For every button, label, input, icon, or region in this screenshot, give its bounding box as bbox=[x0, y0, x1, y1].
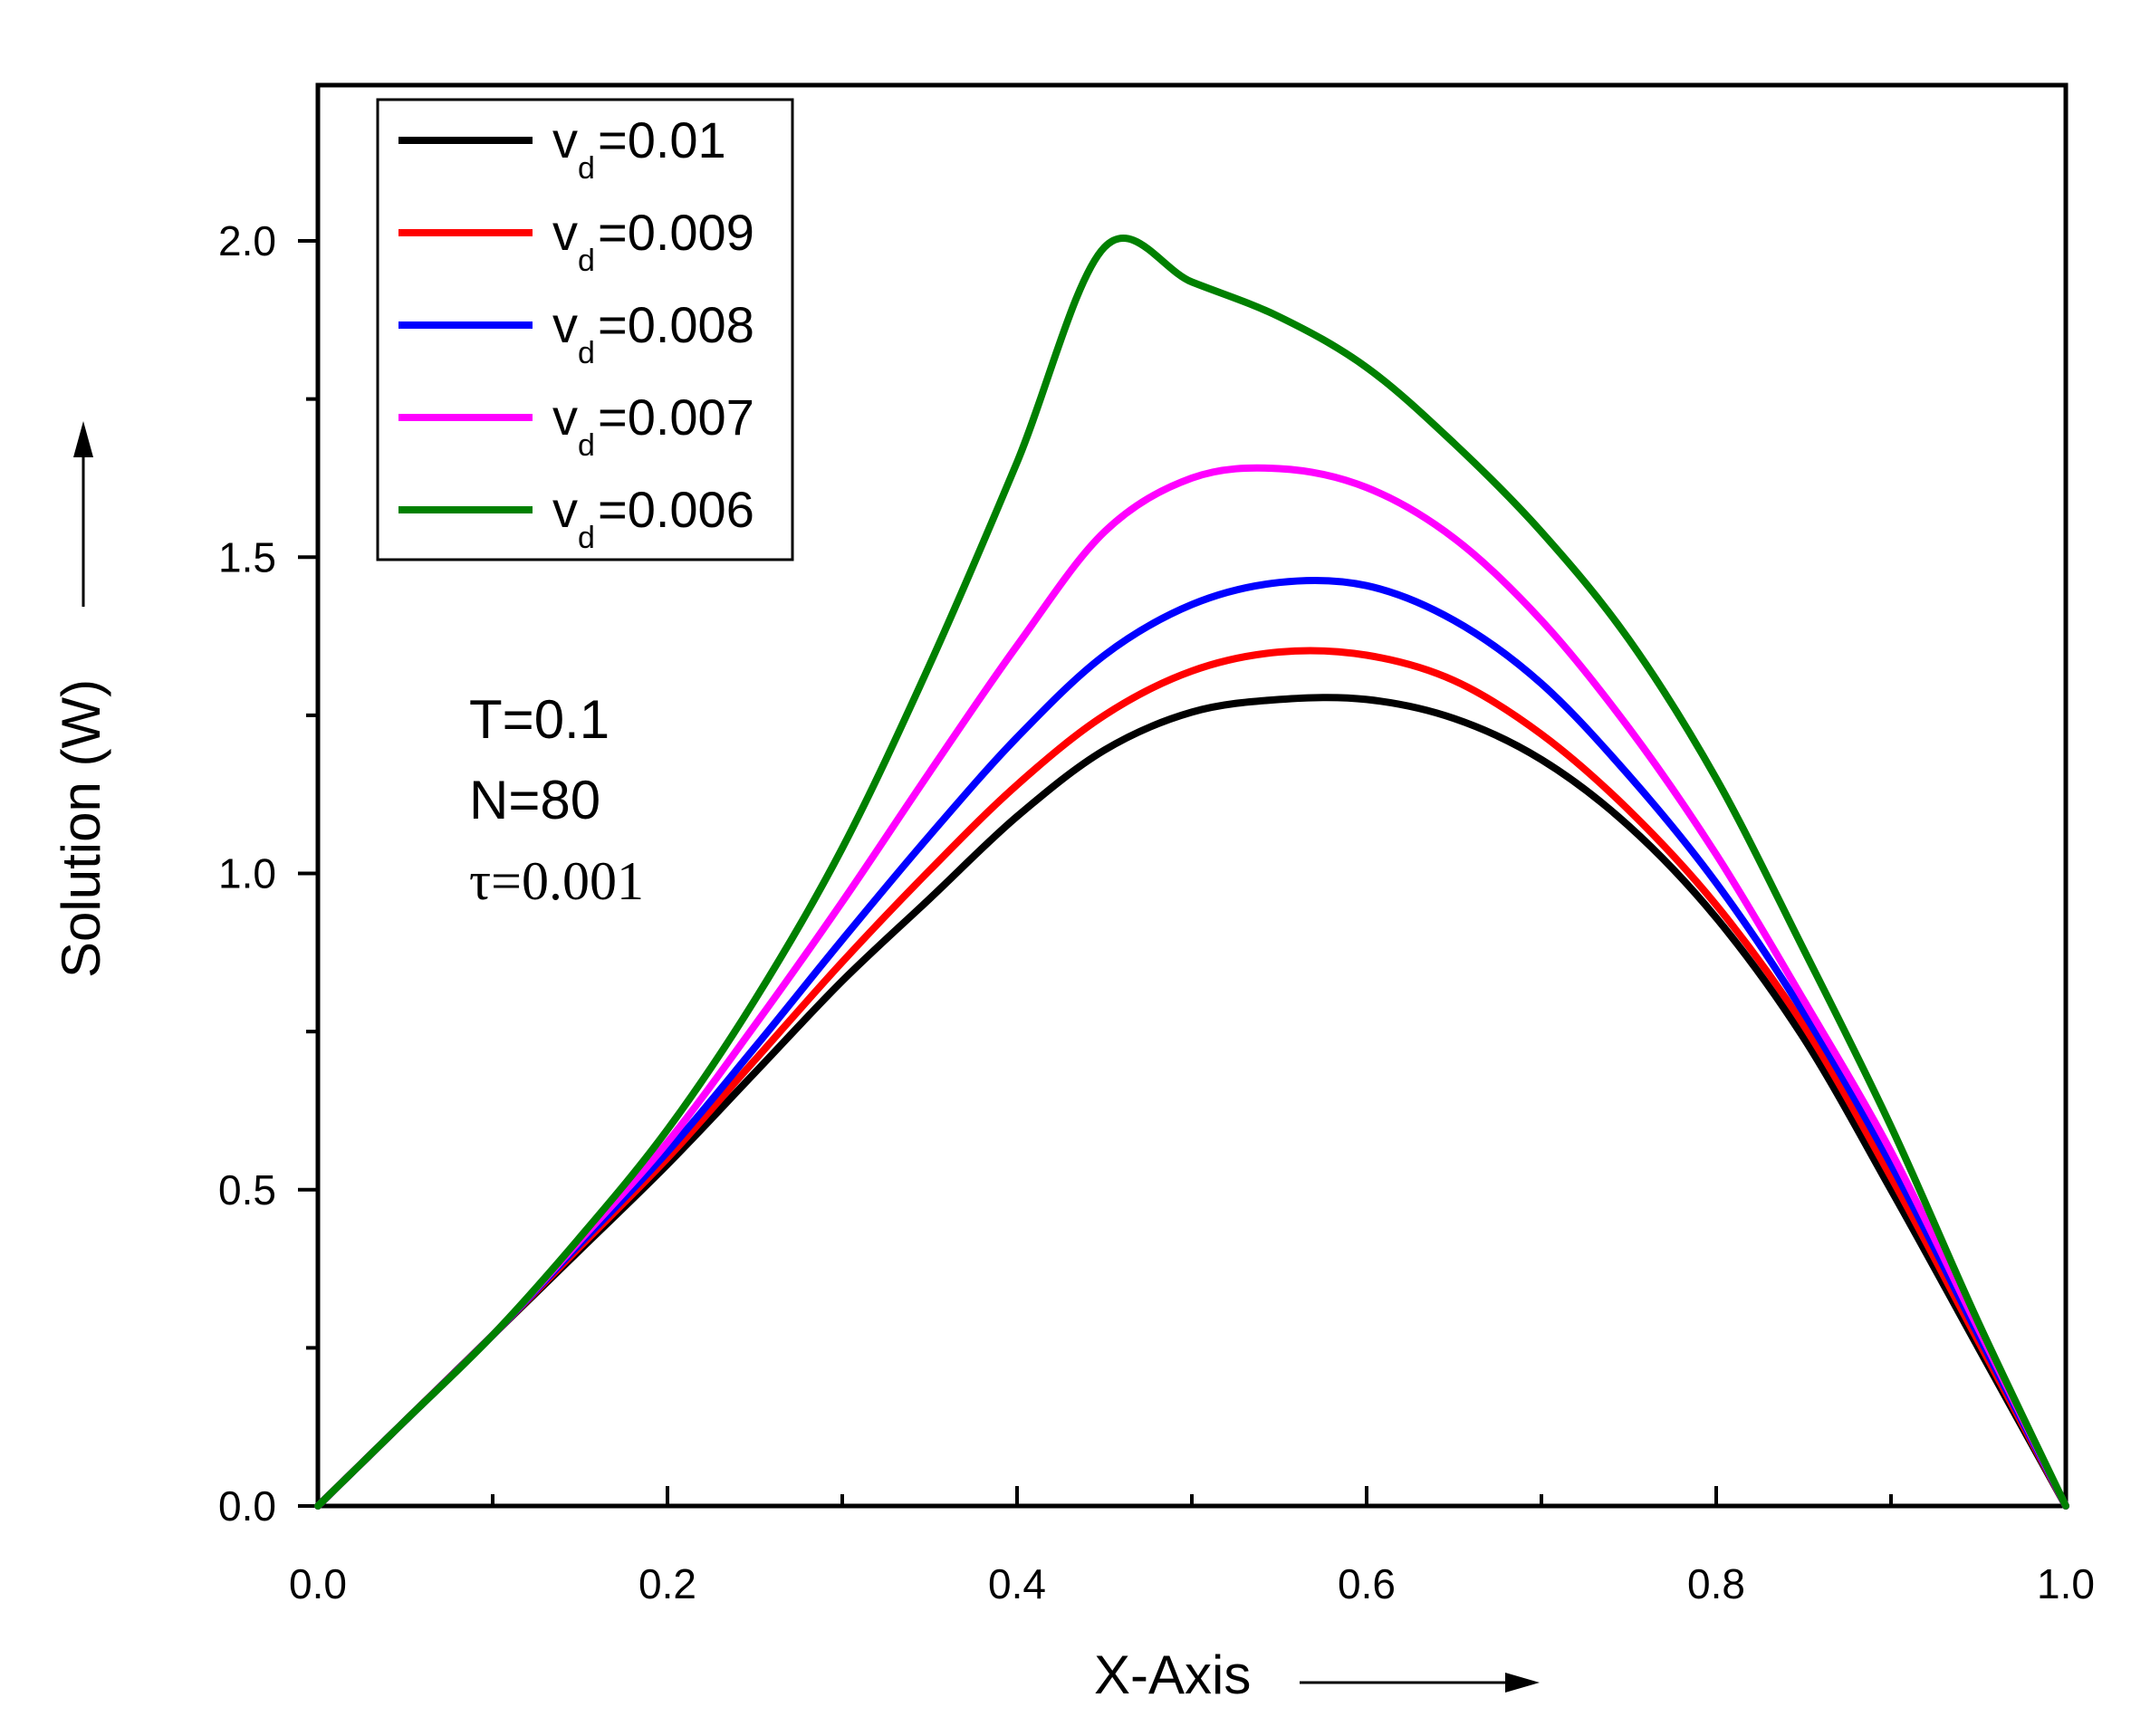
legend-value-3: =0.008 bbox=[598, 296, 754, 353]
y-axis-title: Solution (W) bbox=[51, 679, 111, 978]
x-tick-label: 0.4 bbox=[988, 1560, 1046, 1607]
legend-value-5: =0.006 bbox=[598, 481, 754, 538]
x-axis-title: X-Axis bbox=[1094, 1645, 1251, 1705]
y-axis-arrow-head bbox=[73, 421, 93, 457]
series-layer bbox=[314, 235, 2069, 1510]
annotation-t: T=0.1 bbox=[469, 689, 610, 750]
legend-value-2: =0.009 bbox=[598, 204, 754, 261]
annotations: T=0.1 N=80 τ=0.001 bbox=[469, 689, 644, 911]
legend-value-4: =0.007 bbox=[598, 388, 754, 446]
y-axis-title-group: Solution (W) bbox=[51, 421, 111, 978]
legend-label-3: v bbox=[552, 296, 578, 353]
legend-label-5: v bbox=[552, 481, 578, 538]
legend-sub-5: d bbox=[578, 521, 595, 555]
legend-label-1: v bbox=[552, 111, 578, 168]
series-line-5 bbox=[314, 235, 2069, 1510]
legend-sub-2: d bbox=[578, 244, 595, 278]
legend-label-4: v bbox=[552, 388, 578, 446]
x-tick-label: 0.2 bbox=[638, 1560, 696, 1607]
series-line-3 bbox=[314, 576, 2069, 1510]
legend-sub-1: d bbox=[578, 151, 595, 186]
y-tick-label: 1.5 bbox=[218, 533, 276, 580]
annotation-tau: τ=0.001 bbox=[469, 851, 644, 911]
x-tick-label: 0.6 bbox=[1338, 1560, 1396, 1607]
y-tick-label: 2.0 bbox=[218, 217, 276, 264]
legend-value-1: =0.01 bbox=[598, 111, 726, 168]
x-tick-label: 1.0 bbox=[2037, 1560, 2095, 1607]
annotation-n: N=80 bbox=[469, 770, 600, 830]
legend-label-2: v bbox=[552, 204, 578, 261]
y-tick-label: 0.5 bbox=[218, 1166, 276, 1213]
x-tick-label: 0.8 bbox=[1687, 1560, 1745, 1607]
x-axis-title-group: X-Axis bbox=[1094, 1645, 1540, 1705]
x-tick-label: 0.0 bbox=[289, 1560, 347, 1607]
series-line-4 bbox=[314, 464, 2069, 1510]
x-axis-arrow-head bbox=[1505, 1673, 1540, 1693]
legend-sub-4: d bbox=[578, 428, 595, 463]
axis-tick-labels: 0.0 0.2 0.4 0.6 0.8 1.0 0.0 0.5 1.0 1.5 2.0 bbox=[218, 217, 2095, 1607]
legend-sub-3: d bbox=[578, 336, 595, 370]
y-tick-label: 1.0 bbox=[218, 850, 276, 897]
y-tick-label: 0.0 bbox=[218, 1482, 276, 1530]
legend-box bbox=[376, 98, 794, 561]
